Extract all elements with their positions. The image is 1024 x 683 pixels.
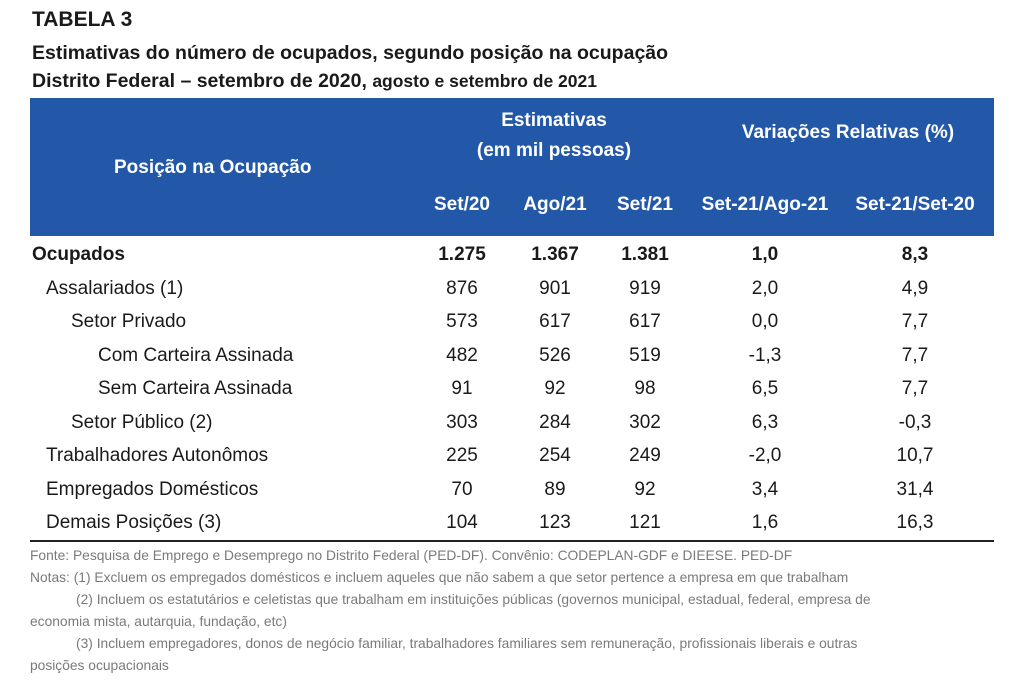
cell: 519 (629, 344, 661, 366)
cell: 303 (446, 411, 478, 433)
note-2: (2) Incluem os estatutários e celetistas… (76, 592, 871, 607)
header-variations: Variações Relativas (%) (741, 122, 955, 143)
cell: 16,3 (896, 512, 934, 533)
table-row: Demais Posições (3) 104 123 121 1,6 16,3 (30, 506, 994, 540)
table-row: Setor Público (2) 303 284 302 6,3 -0,3 (30, 406, 994, 440)
header-col-ago21: Ago/21 (523, 194, 587, 215)
table-row: Sem Carteira Assinada 91 92 98 6,5 7,7 (30, 372, 994, 406)
cell: 98 (634, 378, 656, 399)
cell: 573 (446, 311, 478, 332)
cell: 7,7 (901, 378, 929, 399)
row-label: Sem Carteira Assinada (98, 378, 293, 399)
header-col-var-ago: Set-21/Ago-21 (701, 194, 829, 215)
cell: 919 (629, 277, 661, 299)
header-col-set21: Set/21 (617, 194, 673, 215)
header-estimates: Estimativas (em mil pessoas) (430, 106, 678, 166)
cell: 7,7 (901, 311, 929, 332)
table-body: Ocupados 1.275 1.367 1.381 1,0 8,3 Assal… (30, 238, 994, 540)
row-label: Setor Privado (71, 311, 187, 332)
cell: 617 (629, 311, 661, 332)
table-row: Trabalhadores Autonômos 225 254 249 -2,0… (30, 439, 994, 473)
table-label: TABELA 3 (32, 8, 133, 31)
cell: 121 (629, 512, 661, 533)
cell: 7,7 (901, 344, 929, 366)
cell: 92 (634, 478, 656, 500)
cell: 2,0 (751, 277, 779, 299)
cell: 1.367 (531, 244, 579, 265)
cell: 91 (451, 378, 473, 399)
note-3-cont: posições ocupacionais (30, 658, 169, 673)
table-row: Empregados Domésticos 70 89 92 3,4 31,4 (30, 473, 994, 507)
cell: 482 (446, 344, 478, 366)
cell: -2,0 (748, 445, 782, 466)
header-col-var-set: Set-21/Set-20 (855, 194, 975, 215)
row-label: Com Carteira Assinada (98, 344, 294, 366)
cell: 92 (544, 378, 566, 399)
table-header: Posição na Ocupação Estimativas (em mil … (30, 98, 994, 236)
cell: 901 (539, 277, 571, 299)
cell: 302 (629, 411, 661, 433)
row-label: Empregados Domésticos (46, 478, 259, 500)
cell: 617 (539, 311, 571, 332)
cell: 254 (539, 445, 571, 466)
cell: 4,9 (901, 277, 929, 299)
cell: 104 (446, 512, 478, 533)
note-3: (3) Incluem empregadores, donos de negóc… (76, 636, 858, 651)
cell: 225 (446, 445, 478, 466)
note-1: Notas: (1) Excluem os empregados domésti… (30, 570, 849, 585)
cell: 1,0 (751, 244, 779, 265)
cell: 1.275 (438, 244, 486, 265)
table-row: Setor Privado 573 617 617 0,0 7,7 (30, 305, 994, 339)
cell: 89 (544, 478, 566, 500)
row-label: Assalariados (1) (46, 277, 184, 299)
table-bottom-rule (30, 540, 994, 542)
row-label: Trabalhadores Autonômos (46, 445, 269, 466)
cell: 123 (539, 512, 571, 533)
header-position: Posição na Ocupação (114, 157, 312, 178)
cell: 0,0 (751, 311, 779, 332)
table-subtitle: Distrito Federal – setembro de 2020, ago… (32, 70, 597, 93)
header-estimates-line2: (em mil pessoas) (476, 140, 632, 161)
table-row: Assalariados (1) 876 901 919 2,0 4,9 (30, 272, 994, 306)
cell: -1,3 (748, 344, 782, 366)
row-label: Demais Posições (3) (46, 512, 222, 533)
cell: 1,6 (751, 512, 779, 533)
header-estimates-line1: Estimativas (501, 110, 607, 131)
cell: 8,3 (901, 244, 929, 265)
cell: 3,4 (751, 478, 779, 500)
cell: 284 (539, 411, 571, 433)
subtitle-part-1: Distrito Federal – setembro de 2020, (32, 70, 367, 92)
cell: 6,5 (751, 378, 779, 399)
cell: -0,3 (898, 411, 932, 433)
cell: 876 (446, 277, 478, 299)
row-label: Setor Público (2) (71, 411, 213, 433)
cell: 10,7 (896, 445, 934, 466)
cell: 1.381 (621, 244, 669, 265)
subtitle-part-2: agosto e setembro de 2021 (372, 71, 597, 91)
note-2-cont: economia mista, autarquia, fundação, etc… (30, 614, 287, 629)
table-notes: Fonte: Pesquisa de Emprego e Desemprego … (30, 545, 994, 677)
cell: 6,3 (751, 411, 779, 433)
row-label: Ocupados (32, 244, 125, 265)
cell: 70 (451, 478, 473, 500)
cell: 526 (539, 344, 571, 366)
table-row: Com Carteira Assinada 482 526 519 -1,3 7… (30, 339, 994, 373)
cell: 249 (629, 445, 661, 466)
table-row: Ocupados 1.275 1.367 1.381 1,0 8,3 (30, 238, 994, 272)
cell: 31,4 (896, 478, 934, 500)
header-col-set20: Set/20 (434, 194, 490, 215)
table-title: Estimativas do número de ocupados, segun… (32, 42, 669, 64)
source-note: Fonte: Pesquisa de Emprego e Desemprego … (30, 548, 793, 563)
